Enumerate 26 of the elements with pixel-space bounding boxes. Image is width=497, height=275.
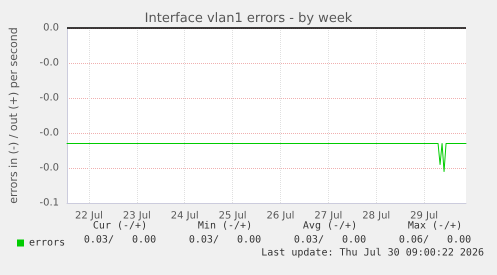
- x-tick-label: 22 Jul: [74, 210, 103, 222]
- x-tick-label: 29 Jul: [410, 210, 438, 222]
- y-tick-label: -0.1: [39, 198, 59, 208]
- y-tick-label: -0.0: [39, 58, 59, 68]
- text: 0.06/ 0.00: [398, 234, 472, 246]
- x-tick-label: 28 Jul: [362, 210, 390, 222]
- text: Cur (-/+): [92, 220, 148, 232]
- y-tick-label: -0.0: [39, 128, 59, 138]
- chart-title: Interface vlan1 errors - by week: [144, 11, 353, 26]
- x-tick-label: 25 Jul: [218, 210, 247, 222]
- text: Last update: Thu Jul 30 09:00:22 2026: [261, 248, 484, 258]
- y-axis-title: errors in (-) / out (+) per second: [7, 27, 20, 204]
- y-tick-label: -0.0: [39, 92, 59, 104]
- x-tick-label: 24 Jul: [170, 210, 199, 222]
- text: Max (-/+): [408, 220, 462, 232]
- text: 0.03/ 0.00: [294, 234, 366, 246]
- x-tick-label: 26 Jul: [266, 210, 294, 222]
- x-tick-label: 23 Jul: [122, 210, 151, 222]
- text: 0.03/ 0.00: [188, 234, 262, 246]
- text: Min (-/+): [198, 220, 252, 232]
- legend-label: errors: [29, 238, 66, 248]
- y-tick-label: 0.0: [43, 22, 59, 34]
- text: 0.03/ 0.00: [84, 234, 156, 246]
- y-tick-label: -0.0: [39, 162, 59, 174]
- text: Avg (-/+): [302, 220, 358, 232]
- x-tick-label: 27 Jul: [314, 210, 342, 222]
